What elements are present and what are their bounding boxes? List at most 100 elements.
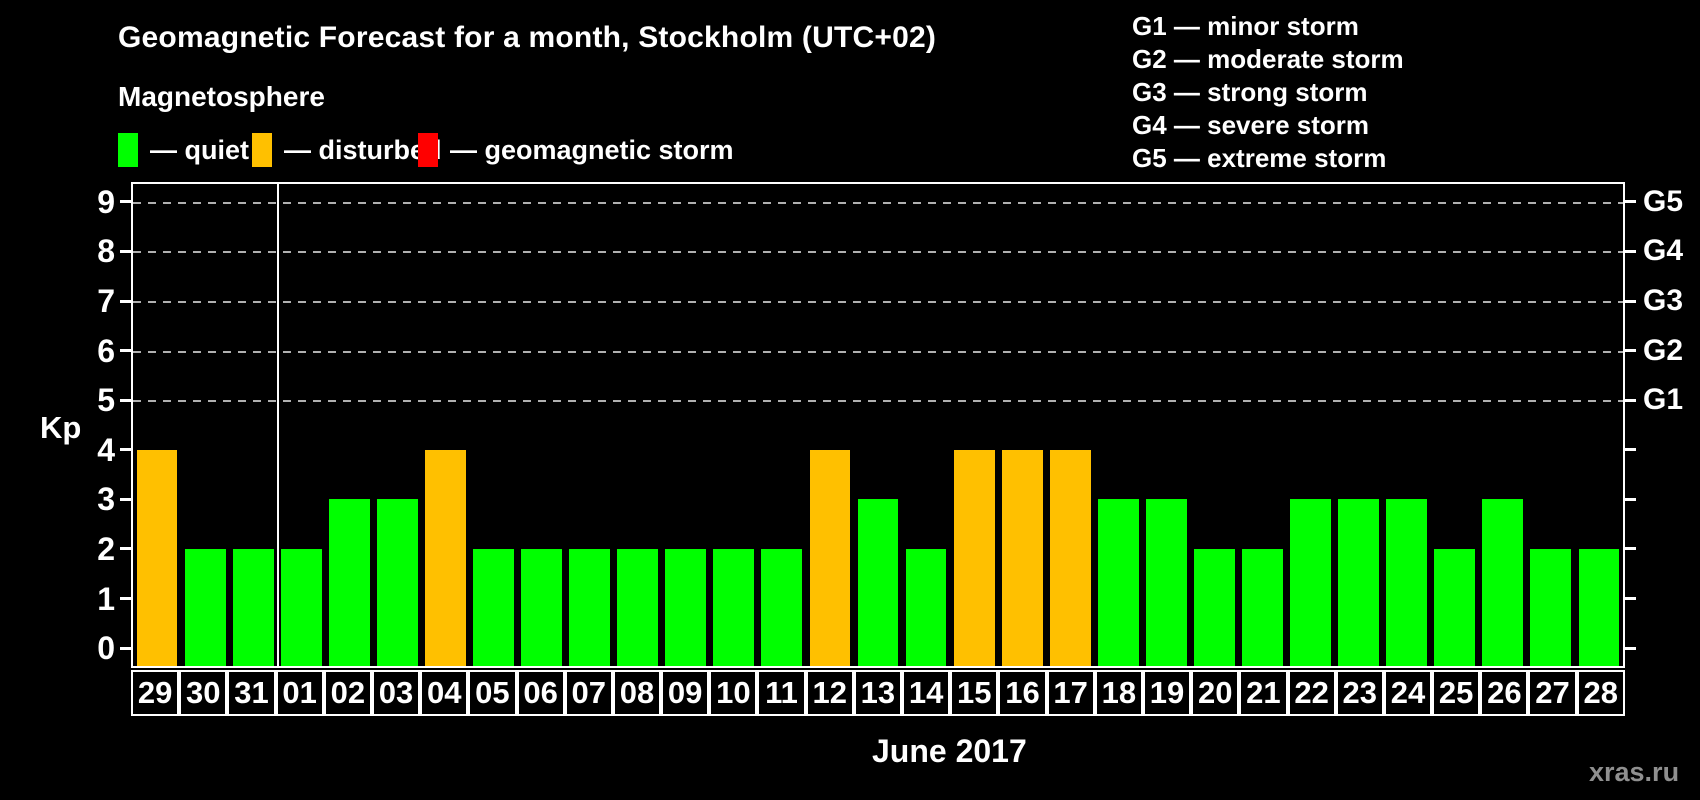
- y-tick-label: 8: [97, 233, 115, 270]
- right-axis-tick: [1625, 497, 1636, 501]
- y-tick-label: 7: [97, 283, 115, 320]
- dashed-gridline-kp9: [133, 201, 1623, 204]
- right-axis-tick: [1625, 249, 1636, 253]
- legend-label-disturbed: — disturbed: [284, 134, 442, 165]
- right-axis-tick: [1625, 448, 1636, 452]
- left-axis-tick: [120, 497, 131, 501]
- y-tick-label: 1: [97, 580, 115, 617]
- legend-label-quiet: — quiet: [150, 134, 249, 165]
- day-label-cell: 20: [1191, 670, 1240, 716]
- day-label-cell: 22: [1287, 670, 1336, 716]
- kp-bar-day-03: [376, 499, 418, 666]
- day-label-cell: 12: [805, 670, 854, 716]
- g-scale-legend-line: G1 — minor storm: [1132, 11, 1359, 41]
- day-label-cell: 03: [371, 670, 421, 716]
- day-label-cell: 07: [564, 670, 613, 716]
- day-label-cell: 25: [1432, 670, 1481, 716]
- day-label-cell: 21: [1239, 670, 1288, 716]
- day-label-cell: 02: [323, 670, 372, 716]
- kp-bar-day-14: [905, 548, 947, 666]
- g-level-label: G4: [1643, 234, 1684, 268]
- y-tick-label: 5: [97, 382, 115, 419]
- day-label-cell: 11: [757, 670, 806, 716]
- kp-bar-day-31: [232, 548, 274, 666]
- right-axis-tick: [1625, 646, 1636, 650]
- day-label-row: 29 30 31 01 02 03 04 05 06 07 08 09 10 11 12 13 14 15 16 17…: [131, 670, 1625, 716]
- magnetosphere-label: Magnetosphere: [118, 81, 325, 112]
- day-label-cell: 01: [275, 670, 324, 716]
- day-label-cell: 14: [902, 670, 951, 716]
- day-label-cell: 23: [1335, 670, 1384, 716]
- kp-bar-day-04: [424, 449, 466, 666]
- day-label-cell: 09: [661, 670, 710, 716]
- day-label-cell: 31: [227, 670, 276, 716]
- quiet-color-swatch: [118, 133, 138, 167]
- kp-bar-day-13: [857, 499, 899, 666]
- plot-area: [131, 182, 1625, 668]
- x-axis-title: June 2017: [872, 733, 1027, 769]
- kp-bar-day-05: [473, 548, 514, 666]
- day-label-cell: 16: [998, 670, 1047, 716]
- kp-bar-day-07: [569, 548, 611, 666]
- left-axis-tick: [120, 646, 131, 650]
- g-scale-legend-line: G2 — moderate storm: [1132, 44, 1404, 74]
- kp-bar-day-06: [521, 548, 562, 666]
- kp-bar-day-01: [280, 548, 322, 666]
- left-axis-tick: [120, 200, 131, 204]
- right-axis-tick: [1625, 349, 1636, 353]
- day-label-cell: 24: [1383, 670, 1433, 716]
- y-tick-label: 2: [97, 530, 115, 567]
- g-level-label: G2: [1643, 333, 1684, 367]
- kp-bar-day-16: [1001, 449, 1043, 666]
- kp-bar-day-23: [1338, 499, 1380, 666]
- y-tick-label: 0: [97, 630, 115, 667]
- day-label-cell: 15: [950, 670, 999, 716]
- left-axis-tick: [120, 448, 131, 452]
- kp-bar-day-15: [953, 449, 995, 666]
- day-label-cell: 26: [1480, 670, 1529, 716]
- site-watermark: xras.ru: [1589, 757, 1680, 787]
- day-label-cell: 10: [709, 670, 758, 716]
- y-tick-label: 4: [97, 431, 115, 468]
- day-label-cell: 28: [1576, 670, 1625, 716]
- left-axis-tick: [120, 597, 131, 601]
- kp-bar-day-02: [328, 499, 370, 666]
- g-scale-legend-line: G3 — strong storm: [1132, 77, 1368, 107]
- kp-bar-day-28: [1578, 548, 1620, 666]
- day-label-cell: 29: [131, 670, 180, 716]
- day-label-cell: 27: [1528, 670, 1577, 716]
- y-tick-label: 9: [97, 183, 115, 220]
- kp-bar-day-08: [617, 548, 659, 666]
- chart-title: Geomagnetic Forecast for a month, Stockh…: [118, 21, 937, 54]
- storm-color-swatch: [418, 133, 438, 167]
- day-label-cell: 05: [468, 670, 517, 716]
- kp-bar-day-26: [1482, 499, 1524, 666]
- g-scale-legend-line: G4 — severe storm: [1132, 110, 1370, 140]
- y-tick-label: 3: [97, 481, 115, 518]
- kp-bar-day-29: [136, 449, 178, 666]
- right-axis-tick: [1625, 299, 1636, 303]
- left-axis-tick: [120, 547, 131, 551]
- day-label-cell: 08: [612, 670, 662, 716]
- y-tick-label: 6: [97, 332, 115, 369]
- day-label-cell: 18: [1094, 670, 1143, 716]
- dashed-gridline-kp8: [133, 251, 1623, 254]
- g-level-label: G1: [1643, 383, 1684, 417]
- day-label-cell: 13: [853, 670, 902, 716]
- kp-bar-day-12: [809, 449, 851, 666]
- left-axis-tick: [120, 249, 131, 253]
- kp-bar-day-10: [713, 548, 755, 666]
- kp-bar-day-20: [1194, 548, 1235, 666]
- left-axis-tick: [120, 398, 131, 402]
- kp-bar-day-18: [1097, 499, 1139, 666]
- g-level-label: G5: [1643, 184, 1684, 218]
- day-label-cell: 06: [516, 670, 565, 716]
- right-axis-tick: [1625, 200, 1636, 204]
- kp-bar-day-17: [1049, 449, 1091, 666]
- kp-bar-day-11: [761, 548, 803, 666]
- right-axis-tick: [1625, 597, 1636, 601]
- month-separator-line: [277, 184, 280, 666]
- day-label-cell: 04: [420, 670, 469, 716]
- right-axis-tick: [1625, 398, 1636, 402]
